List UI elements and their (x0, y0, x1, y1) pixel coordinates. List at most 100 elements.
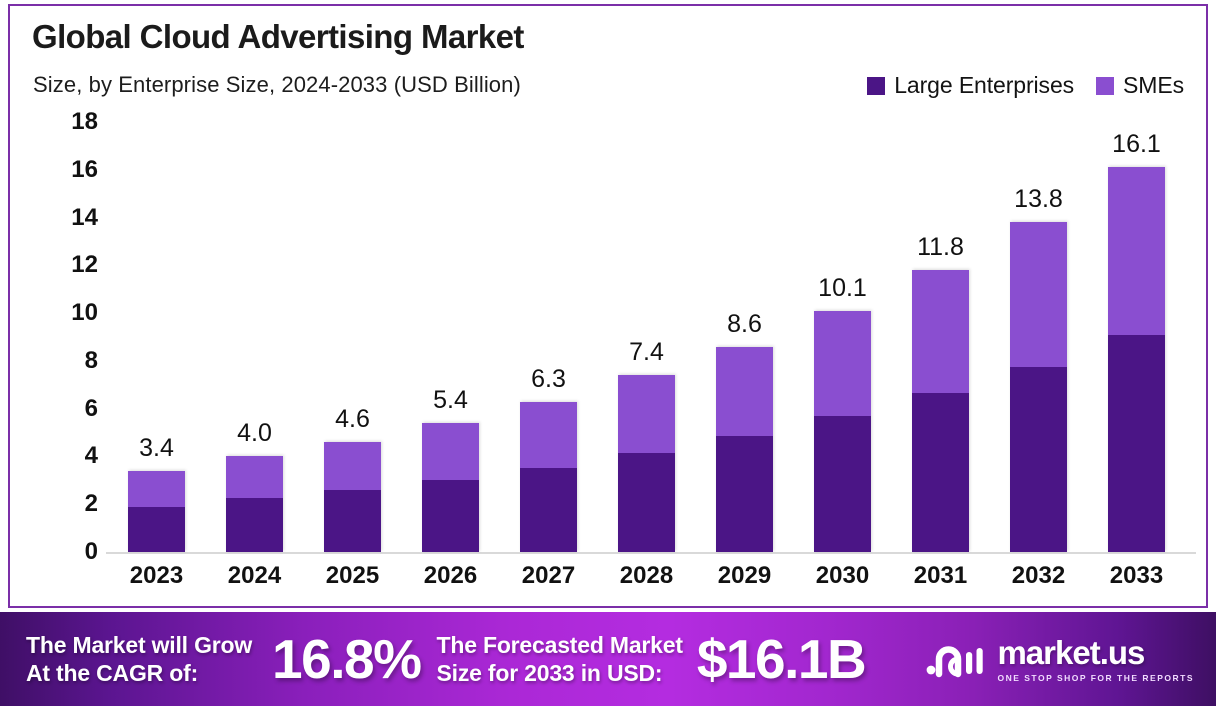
bar-group[interactable]: 4.0 (226, 410, 283, 552)
bar-segment-smes[interactable] (1010, 222, 1067, 367)
y-axis-tick-label: 16 (71, 155, 98, 183)
x-axis-tick-label: 2024 (227, 562, 282, 589)
bar-value-label: 7.4 (629, 338, 664, 367)
bars-container: 3.4 4.0 4.6 5.4 6.3 7.4 8.6 10.1 11.8 13.8 16.1 (110, 122, 1200, 552)
chart-card: Global Cloud Advertising Market Size, by… (8, 4, 1208, 608)
bar-segment-smes[interactable] (226, 456, 283, 499)
x-axis-tick-label: 2030 (815, 562, 870, 589)
stacked-bar[interactable] (1010, 222, 1067, 552)
bar-segment-large-enterprises[interactable] (618, 452, 675, 552)
bar-segment-smes[interactable] (618, 375, 675, 453)
y-axis-tick-label: 10 (71, 299, 98, 327)
forecast-caption: The Forecasted Market Size for 2033 in U… (436, 631, 684, 687)
bar-segment-large-enterprises[interactable] (324, 489, 381, 552)
cagr-caption-line2: At the CAGR of: (26, 660, 199, 686)
cagr-caption-line1: The Market will Grow (26, 631, 253, 658)
x-axis-tick-label: 2032 (1011, 562, 1066, 589)
bar-segment-smes[interactable] (422, 423, 479, 481)
bar-segment-large-enterprises[interactable] (814, 415, 871, 552)
x-axis-tick-label: 2023 (129, 562, 184, 589)
bar-value-label: 10.1 (818, 273, 867, 302)
y-axis-tick-label: 0 (84, 538, 98, 565)
stacked-bar[interactable] (1108, 167, 1165, 552)
bar-group[interactable]: 10.1 (814, 265, 871, 552)
legend-item-smes: SMEs (1096, 72, 1184, 99)
bar-segment-large-enterprises[interactable] (1010, 366, 1067, 552)
bar-group[interactable]: 8.6 (716, 301, 773, 552)
bar-value-label: 11.8 (917, 233, 964, 262)
chart-legend: Large Enterprises SMEs (867, 72, 1184, 99)
stacked-bar[interactable] (226, 456, 283, 552)
x-axis-baseline (106, 552, 1196, 554)
y-axis-tick-label: 6 (84, 394, 98, 422)
stacked-bar[interactable] (814, 310, 871, 552)
chart-subtitle: Size, by Enterprise Size, 2024-2033 (USD… (33, 72, 521, 97)
bar-value-label: 6.3 (531, 364, 566, 393)
forecast-caption-line2: Size for 2033 in USD: (436, 660, 663, 686)
forecast-value: $16.1B (696, 627, 867, 690)
bar-segment-smes[interactable] (716, 346, 773, 437)
plot-area: 0 2 4 6 8 10 12 14 16 18 3.4 4.0 4.6 5.4 6.3 7.4 8.6 10.… (10, 6, 1206, 606)
market-us-logo-icon (927, 646, 984, 678)
bar-segment-large-enterprises[interactable] (1108, 334, 1165, 552)
x-axis-tick-label: 2028 (619, 562, 674, 589)
bar-group[interactable]: 7.4 (618, 329, 675, 552)
bar-segment-smes[interactable] (128, 470, 185, 507)
bar-segment-large-enterprises[interactable] (716, 436, 773, 552)
cagr-value: 16.8% (272, 627, 422, 690)
x-axis-tick-label: 2026 (423, 562, 478, 589)
bar-value-label: 5.4 (433, 386, 468, 414)
y-axis: 0 2 4 6 8 10 12 14 16 18 (36, 108, 98, 565)
bar-value-label: 3.4 (139, 433, 174, 462)
bar-group[interactable]: 16.1 (1108, 121, 1165, 552)
page-title: Global Cloud Advertising Market (32, 18, 524, 55)
bar-segment-smes[interactable] (912, 270, 969, 394)
y-axis-tick-label: 4 (84, 442, 98, 470)
bar-segment-large-enterprises[interactable] (912, 393, 969, 552)
bar-value-label: 13.8 (1014, 185, 1063, 214)
forecast-caption-line1: The Forecasted Market (436, 631, 684, 658)
bar-group[interactable]: 4.6 (324, 396, 381, 552)
bar-group[interactable]: 5.4 (422, 377, 479, 552)
y-axis-tick-label: 18 (71, 108, 98, 135)
summary-banner: The Market will Grow At the CAGR of: 16.… (0, 612, 1216, 706)
y-axis-tick-label: 12 (71, 251, 98, 279)
bar-value-label: 16.1 (1112, 130, 1161, 159)
logo-text-block: market.us ONE STOP SHOP FOR THE REPORTS (997, 636, 1194, 683)
bar-segment-large-enterprises[interactable] (128, 506, 185, 552)
stacked-bar[interactable] (912, 270, 969, 552)
legend-label: SMEs (1123, 72, 1184, 98)
bar-group[interactable]: 11.8 (912, 224, 969, 552)
bar-segment-large-enterprises[interactable] (520, 468, 577, 552)
bar-segment-smes[interactable] (814, 310, 871, 416)
bar-segment-smes[interactable] (1108, 167, 1165, 335)
x-axis-tick-label: 2029 (717, 562, 772, 589)
stacked-bar[interactable] (128, 470, 185, 552)
y-axis-tick-label: 2 (84, 490, 98, 518)
legend-swatch-icon (867, 76, 886, 95)
market-us-logo: market.us ONE STOP SHOP FOR THE REPORTS (925, 636, 1194, 683)
stacked-bar[interactable] (716, 346, 773, 552)
legend-item-large-enterprises: Large Enterprises (867, 72, 1074, 99)
bar-value-label: 4.0 (237, 419, 272, 448)
stacked-bar[interactable] (618, 375, 675, 552)
x-axis-tick-label: 2031 (913, 562, 968, 589)
bar-group[interactable]: 13.8 (1010, 176, 1067, 552)
logo-name: market.us (997, 633, 1145, 671)
x-axis-tick-label: 2033 (1109, 562, 1164, 589)
bar-group[interactable]: 6.3 (520, 356, 577, 552)
stacked-bar[interactable] (324, 442, 381, 552)
bar-value-label: 4.6 (335, 405, 370, 434)
bar-segment-large-enterprises[interactable] (226, 498, 283, 552)
bar-segment-large-enterprises[interactable] (422, 480, 479, 552)
bar-segment-smes[interactable] (520, 401, 577, 469)
legend-label: Large Enterprises (894, 72, 1075, 98)
bar-group[interactable]: 3.4 (128, 425, 185, 552)
legend-swatch-icon (1096, 76, 1115, 95)
y-axis-tick-label: 8 (84, 346, 98, 374)
stacked-bar[interactable] (422, 423, 479, 552)
bar-value-label: 8.6 (727, 309, 762, 338)
stacked-bar[interactable] (520, 401, 577, 552)
bar-segment-smes[interactable] (324, 442, 381, 490)
